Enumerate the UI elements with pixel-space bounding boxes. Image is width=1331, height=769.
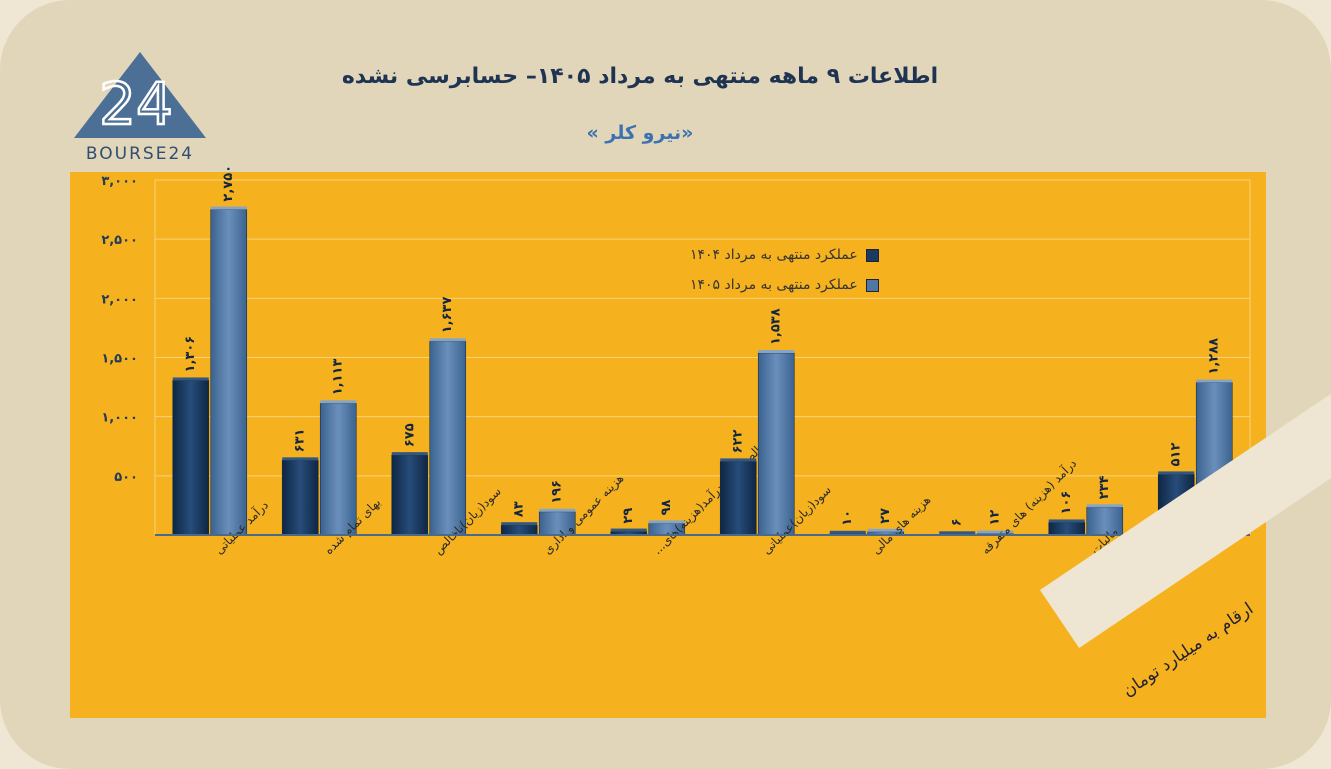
category-label: هزینه های مالی [869, 493, 934, 558]
data-label: ۱۲ [988, 510, 1003, 526]
logo-triangle [74, 52, 206, 138]
bar-top [501, 522, 538, 526]
y-tick-label: ۱,۵۰۰ [101, 352, 138, 367]
data-label: ۹۸ [659, 499, 674, 515]
bar-top [720, 458, 757, 462]
bar-top [1158, 471, 1195, 475]
bar-top [1196, 379, 1233, 383]
bourse24-logo: 24 [74, 52, 206, 139]
bar-top [939, 531, 976, 535]
bar-top [758, 350, 795, 354]
data-label: ۱۹۶ [550, 480, 565, 504]
data-label: ۱۰۶ [1059, 491, 1074, 515]
bar [429, 340, 467, 536]
bar-top [1086, 504, 1123, 508]
y-tick-label: ۵۰۰ [114, 470, 138, 485]
bar-top [610, 528, 647, 532]
data-label: ۵۱۲ [1169, 443, 1184, 467]
y-tick-label: ۲,۰۰۰ [101, 292, 138, 307]
data-label: ۶۷۵ [402, 423, 417, 447]
bar-top [1048, 519, 1085, 523]
logo-number: 24 [99, 70, 173, 138]
data-label: ۱,۲۸۸ [1207, 338, 1222, 375]
legend-swatch-series-2 [865, 278, 879, 292]
bar [1086, 507, 1124, 536]
bar-top [391, 452, 428, 456]
bar-top [320, 400, 357, 404]
bar-top [867, 528, 904, 532]
legend-swatch-series-1 [865, 248, 879, 262]
data-label: ۱,۱۱۳ [331, 359, 346, 396]
chart-subtitle: «نیرو کلر » [586, 122, 694, 144]
bar [210, 209, 248, 536]
bar-top [429, 338, 466, 342]
data-label: ۲,۷۵۰ [221, 165, 236, 202]
bar-top [829, 530, 866, 534]
bar-top [539, 508, 576, 512]
legend-label-series-1: عملکرد منتهی به مرداد ۱۴۰۴ [690, 247, 858, 263]
legend-item-series-1: عملکرد منتهی به مرداد ۱۴۰۴ [690, 240, 879, 270]
bar [391, 454, 429, 536]
bar-top [977, 530, 1014, 534]
data-label: ۲۹ [621, 508, 636, 524]
bar [500, 524, 538, 536]
data-label: ۲۳۴ [1097, 475, 1112, 499]
data-label: ۶۳۱ [293, 429, 308, 453]
legend-item-series-2: عملکرد منتهی به مرداد ۱۴۰۵ [690, 270, 879, 300]
bar-top [282, 457, 319, 461]
y-tick-label: ۱,۰۰۰ [101, 411, 138, 426]
y-tick-label: ۲,۵۰۰ [101, 233, 138, 248]
bar-top [172, 377, 209, 381]
bar-top [648, 520, 685, 524]
bar-top [210, 206, 247, 210]
data-label: ۶۲۲ [731, 430, 746, 454]
bar [1048, 522, 1086, 536]
bar [281, 460, 319, 536]
data-label: ۲۷ [878, 508, 893, 524]
data-label: ۶ [950, 518, 965, 526]
bar [319, 402, 357, 536]
data-label: ۱۰ [840, 510, 855, 526]
data-label: ۱,۶۳۷ [440, 297, 455, 334]
data-label: ۱,۵۳۸ [769, 308, 784, 345]
logo-wordmark: BOURSE24 [85, 144, 195, 164]
y-tick-label: ۳,۰۰۰ [101, 174, 138, 189]
legend-label-series-2: عملکرد منتهی به مرداد ۱۴۰۵ [690, 277, 858, 293]
legend: عملکرد منتهی به مرداد ۱۴۰۴ عملکرد منتهی … [690, 240, 879, 300]
bar [757, 352, 795, 536]
chart-title: اطلاعات ۹ ماهه منتهی به مرداد ۱۴۰۵– حساب… [341, 64, 939, 89]
data-label: ۸۳ [512, 501, 527, 517]
bar [719, 461, 757, 536]
data-label: ۱,۳۰۶ [183, 336, 198, 373]
bar [172, 380, 210, 536]
